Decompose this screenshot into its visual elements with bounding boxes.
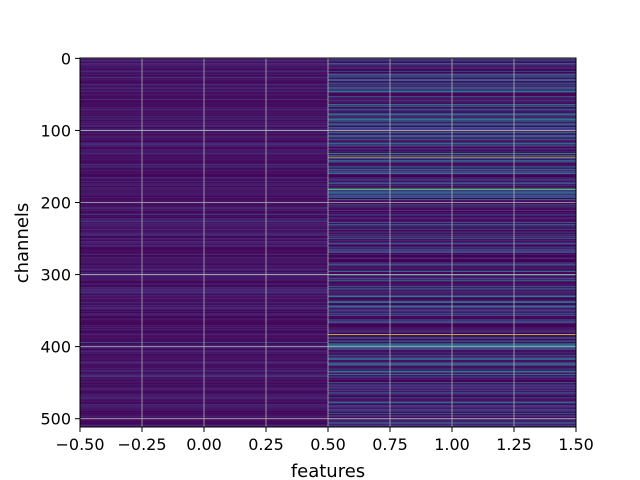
x-tick-label: 0.00 xyxy=(186,435,222,454)
x-tick-label: 0.75 xyxy=(372,435,408,454)
x-tick-label: 1.50 xyxy=(558,435,594,454)
x-tick-label: −0.25 xyxy=(117,435,166,454)
y-tick-label: 200 xyxy=(40,194,71,213)
y-tick-label: 100 xyxy=(40,121,71,140)
x-tick-label: 1.00 xyxy=(434,435,470,454)
y-axis-label: channels xyxy=(12,203,33,284)
x-tick-label: 0.50 xyxy=(310,435,346,454)
y-tick-label: 400 xyxy=(40,338,71,357)
x-tick-label: −0.50 xyxy=(55,435,104,454)
y-tick-label: 0 xyxy=(61,49,71,68)
x-axis-label: features xyxy=(291,461,365,480)
y-tick-label: 500 xyxy=(40,410,71,429)
x-axis: −0.50 −0.25 0.00 0.25 0.50 0.75 1.00 1.25 1.50 xyxy=(55,427,594,454)
y-tick-label: 300 xyxy=(40,266,71,285)
y-axis: 0 100 200 300 400 500 xyxy=(40,49,80,429)
x-tick-label: 1.25 xyxy=(496,435,532,454)
x-tick-label: 0.25 xyxy=(248,435,284,454)
